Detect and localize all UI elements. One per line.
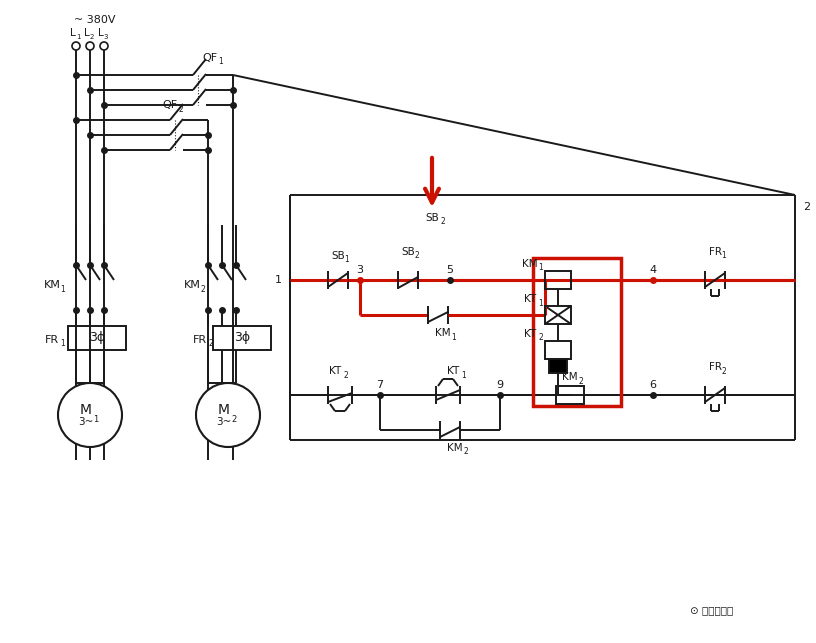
Text: 3~: 3~ [216,417,232,427]
Text: 1: 1 [344,255,349,264]
Text: 1: 1 [462,370,467,379]
Text: 1: 1 [93,415,99,424]
Circle shape [100,42,108,50]
Text: KM: KM [562,372,578,382]
Bar [556,386,584,404]
Text: 1: 1 [219,57,224,66]
Text: 1: 1 [76,34,80,40]
Text: FR: FR [708,247,721,257]
Circle shape [86,42,94,50]
Bar [545,341,571,359]
Text: SB: SB [331,251,345,261]
Text: L: L [84,28,90,38]
Text: KM: KM [184,280,201,290]
Text: 3ϕ: 3ϕ [89,332,105,345]
Bar [68,326,126,350]
Bar [549,359,567,373]
Text: KM: KM [522,259,538,269]
Text: KT: KT [524,329,536,339]
Text: 1: 1 [60,340,65,349]
Bar [545,306,571,324]
Text: QF: QF [162,100,178,110]
Text: 4: 4 [650,265,657,275]
Text: 2: 2 [441,217,446,226]
Text: 1: 1 [60,284,65,293]
Text: 6: 6 [650,380,657,390]
Text: L: L [70,28,76,38]
Text: 3~: 3~ [78,417,94,427]
Text: 2: 2 [90,34,94,40]
Text: 2: 2 [415,251,419,260]
Text: 3: 3 [104,34,109,40]
Bar [213,326,271,350]
Text: 1: 1 [539,298,543,307]
Text: 2: 2 [803,202,810,212]
Text: ⊙ 小电工点点: ⊙ 小电工点点 [690,605,734,615]
Text: 7: 7 [376,380,384,390]
Text: KT: KT [524,294,536,304]
Circle shape [196,383,260,447]
Text: 2: 2 [209,340,213,349]
Text: M: M [218,403,230,417]
Text: 5: 5 [446,265,454,275]
Text: 2: 2 [463,448,468,457]
Text: 2: 2 [579,377,583,386]
Text: FR: FR [45,335,59,345]
Text: 2: 2 [179,105,184,114]
Bar [533,258,621,406]
Text: 2: 2 [721,367,726,376]
Text: L: L [98,28,104,38]
Text: 3ϕ: 3ϕ [234,332,250,345]
Text: FR: FR [193,335,207,345]
Text: 1: 1 [539,264,543,273]
Text: SB: SB [425,213,439,223]
Text: 9: 9 [496,380,503,390]
Text: 3: 3 [357,265,363,275]
Text: QF: QF [202,53,218,63]
Text: KM: KM [447,443,463,453]
Text: KT: KT [447,366,459,376]
Text: SB: SB [401,247,415,257]
Circle shape [72,42,80,50]
Text: 2: 2 [344,370,348,379]
Text: KM: KM [435,328,450,338]
Text: 2: 2 [539,334,543,343]
Text: 1: 1 [275,275,282,285]
Text: 2: 2 [201,284,206,293]
Text: KM: KM [43,280,60,290]
Text: FR: FR [708,362,721,372]
Text: M: M [80,403,92,417]
Text: 2: 2 [232,415,237,424]
Text: ~ 380V: ~ 380V [74,15,116,25]
Text: 1: 1 [451,332,456,341]
Text: KT: KT [329,366,341,376]
Text: 1: 1 [721,251,726,260]
Bar [545,271,571,289]
Circle shape [58,383,122,447]
